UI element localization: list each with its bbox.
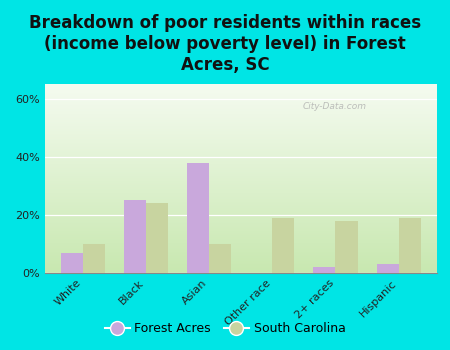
Text: Breakdown of poor residents within races
(income below poverty level) in Forest
: Breakdown of poor residents within races…	[29, 14, 421, 74]
Bar	[124, 200, 146, 273]
Text: City-Data.com: City-Data.com	[303, 102, 367, 111]
Bar	[83, 244, 105, 273]
Bar	[146, 203, 168, 273]
Legend: Forest Acres, South Carolina: Forest Acres, South Carolina	[99, 317, 351, 340]
Bar	[377, 264, 399, 273]
Bar	[335, 220, 358, 273]
Bar	[187, 162, 209, 273]
Bar	[61, 253, 83, 273]
Bar	[399, 218, 421, 273]
Bar	[313, 267, 335, 273]
Bar	[209, 244, 231, 273]
Bar	[272, 218, 294, 273]
